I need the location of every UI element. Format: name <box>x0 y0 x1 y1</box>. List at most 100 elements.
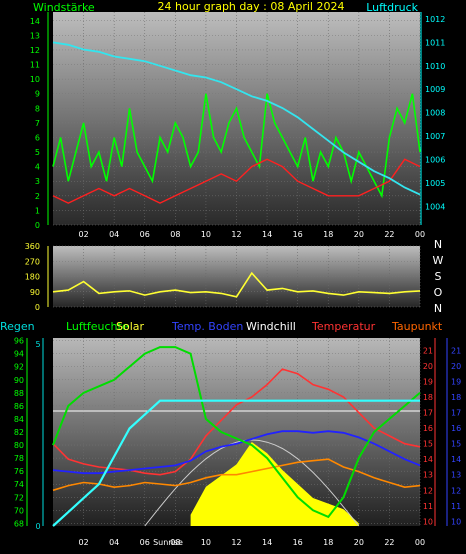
x-tick-label: 00 <box>415 538 425 547</box>
left-tick-label: 9 <box>35 90 40 99</box>
direction-tick-label: 270 <box>25 257 40 266</box>
x-tick-label: 20 <box>354 538 364 547</box>
humidity-tick-label: 68 <box>14 519 24 528</box>
direction-tick-label: 0 <box>35 303 40 312</box>
temperature-tick-label: 17 <box>423 409 433 418</box>
temperature-tick-label: 16 <box>423 424 433 433</box>
right-tick-label: 1009 <box>425 85 445 94</box>
compass-label: S <box>435 270 442 283</box>
temperature-tick-label: 15 <box>423 440 433 449</box>
left-tick-label: 11 <box>30 61 40 70</box>
legend-temp-boden: Temp. Boden <box>171 320 243 333</box>
ground-temperature-tick-label: 10 <box>451 517 461 526</box>
x-tick-label: 12 <box>231 230 241 239</box>
series-solar <box>190 442 359 526</box>
series-ground-temperature <box>52 430 421 475</box>
humidity-tick-label: 74 <box>14 480 24 489</box>
series-wind-direction <box>52 271 421 298</box>
ground-temperature-tick-label: 20 <box>451 362 461 371</box>
compass-label: N <box>434 238 442 251</box>
x-tick-label: 12 <box>231 538 241 547</box>
right-tick-label: 1008 <box>425 109 445 118</box>
x-tick-label: 10 <box>201 538 211 547</box>
left-tick-label: 14 <box>30 17 40 26</box>
humidity-tick-label: 86 <box>14 402 24 411</box>
humidity-tick-label: 78 <box>14 454 24 463</box>
ground-temperature-tick-label: 18 <box>451 393 461 402</box>
x-tick-label: 14 <box>262 230 272 239</box>
x-tick-label: 16 <box>293 230 303 239</box>
x-tick-label: 22 <box>384 538 394 547</box>
x-tick-label: 06 <box>140 538 150 547</box>
left-tick-label: 0 <box>35 221 40 230</box>
direction-tick-label: 360 <box>25 242 40 251</box>
compass-label: W <box>433 254 444 267</box>
wind-pressure-panel: 0123456789101112131410041005100610071008… <box>30 12 445 239</box>
ground-temperature-tick-label: 14 <box>451 455 461 464</box>
temperature-tick-label: 11 <box>423 502 433 511</box>
humidity-tick-label: 96 <box>14 337 24 346</box>
chart-title: 24 hour graph day : 08 April 2024 <box>158 0 345 13</box>
left-tick-label: 13 <box>30 31 40 40</box>
legend-windchill: Windchill <box>246 320 296 333</box>
x-tick-label: 14 <box>262 538 272 547</box>
temperature-tick-label: 18 <box>423 393 433 402</box>
legend-temperatur: Temperatur <box>311 320 376 333</box>
temperature-tick-label: 21 <box>423 346 433 355</box>
ground-temperature-tick-label: 11 <box>451 502 461 511</box>
right-tick-label: 1011 <box>425 38 445 47</box>
rain-tick-label: 5 <box>35 340 40 349</box>
series-pressure <box>52 41 421 196</box>
left-tick-label: 3 <box>35 177 40 186</box>
series-dewpoint <box>52 458 421 492</box>
ground-temperature-tick-label: 12 <box>451 486 461 495</box>
series-temperature <box>52 368 421 476</box>
humidity-tick-label: 90 <box>14 376 24 385</box>
humidity-tick-label: 70 <box>14 506 24 515</box>
legend-solar: Solar <box>116 320 145 333</box>
right-tick-label: 1006 <box>425 155 445 164</box>
humidity-tick-label: 82 <box>14 428 24 437</box>
series-humidity <box>52 346 421 519</box>
sunrise-label: Sunrise <box>153 538 183 547</box>
x-tick-label: 02 <box>78 230 88 239</box>
right-tick-label: 1007 <box>425 132 445 141</box>
humidity-tick-label: 94 <box>14 350 24 359</box>
ground-temperature-tick-label: 13 <box>451 471 461 480</box>
ground-temperature-tick-label: 17 <box>451 409 461 418</box>
left-tick-label: 6 <box>35 133 40 142</box>
left-tick-label: 5 <box>35 148 40 157</box>
humidity-tick-label: 92 <box>14 363 24 372</box>
ground-temperature-tick-label: 16 <box>451 424 461 433</box>
left-tick-label: 4 <box>35 163 40 172</box>
x-tick-label: 18 <box>323 230 333 239</box>
solar-max-curve <box>144 439 360 527</box>
ground-temperature-tick-label: 19 <box>451 378 461 387</box>
temperature-tick-label: 12 <box>423 486 433 495</box>
left-tick-label: 12 <box>30 46 40 55</box>
ground-temperature-tick-label: 21 <box>451 346 461 355</box>
x-tick-label: 20 <box>354 230 364 239</box>
x-tick-label: 08 <box>170 230 180 239</box>
direction-tick-label: 180 <box>25 273 40 282</box>
temperature-humidity-panel: 68 70 72 74 76 78 80 82 84 86 88 90 92 94 96 0 5 10 11 12 13… <box>14 337 461 547</box>
series-rain <box>52 399 420 527</box>
left-tick-label: 1 <box>35 206 40 215</box>
x-tick-label: 06 <box>140 230 150 239</box>
x-tick-label: 04 <box>109 538 119 547</box>
luftdruck-label: Luftdruck <box>366 1 418 14</box>
compass-label: O <box>434 286 443 299</box>
x-tick-label: 00 <box>415 230 425 239</box>
right-tick-label: 1010 <box>425 62 445 71</box>
humidity-tick-label: 84 <box>14 415 24 424</box>
compass-label: N <box>434 302 442 315</box>
temperature-tick-label: 13 <box>423 471 433 480</box>
humidity-tick-label: 76 <box>14 467 24 476</box>
legend-taupunkt: Taupunkt <box>391 320 443 333</box>
left-tick-label: 7 <box>35 119 40 128</box>
series-wind-gust <box>52 93 421 199</box>
temperature-tick-label: 14 <box>423 455 433 464</box>
rain-tick-label: 0 <box>35 522 40 531</box>
left-tick-label: 10 <box>30 75 40 84</box>
